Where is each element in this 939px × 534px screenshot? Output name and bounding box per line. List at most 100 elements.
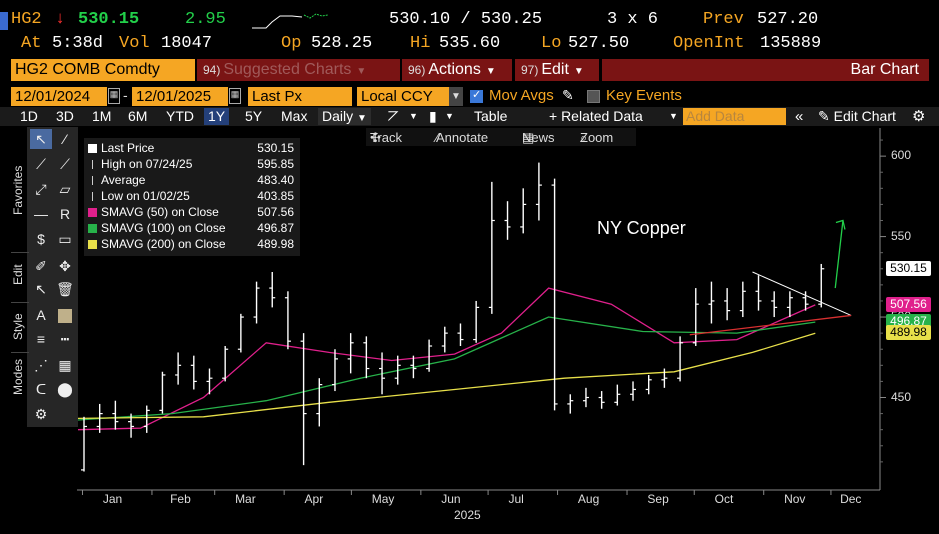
key-events-checkbox[interactable] xyxy=(587,90,600,103)
edit-chart-button[interactable]: ✎ Edit Chart xyxy=(814,108,900,125)
currency-select[interactable]: Local CCY xyxy=(357,87,449,106)
legend-row[interactable]: Low on 01/02/25 403.85 xyxy=(88,189,296,204)
period-1m[interactable]: 1M xyxy=(88,108,116,125)
line-chart-icon[interactable]: ⦢ xyxy=(384,108,403,125)
ohlc-bar xyxy=(222,346,229,382)
chevron-down-icon[interactable]: ▼ xyxy=(441,108,458,125)
period-6m[interactable]: 6M xyxy=(124,108,152,125)
ohlc-bar xyxy=(410,355,417,379)
period-bar: 1D 3D 1M 6M YTD 1Y 5Y Max Daily ▼ ⦢ ▼ ▮ … xyxy=(0,107,939,126)
chevron-down-icon: ▼ xyxy=(573,66,584,77)
collapse-double-chevron-icon[interactable]: « xyxy=(791,108,808,125)
pencil-icon[interactable]: ✎ xyxy=(562,87,574,103)
line-weight-icon[interactable]: ≡ xyxy=(36,331,46,347)
suggested-charts-menu[interactable]: 94) Suggested Charts ▼ xyxy=(197,59,400,81)
ohlc-bar xyxy=(331,349,338,392)
horizontal-line-icon[interactable]: — xyxy=(34,206,48,222)
calendar-icon[interactable]: ▦ xyxy=(229,88,241,104)
y-axis-ticks xyxy=(880,139,886,463)
ohlc-bar xyxy=(818,263,825,308)
move-icon[interactable]: ✥ xyxy=(59,258,71,274)
down-arrow-icon: ↓ xyxy=(55,10,66,29)
magnet-mode-icon[interactable]: ᑕ xyxy=(35,381,47,397)
palette-icon[interactable]: ⬤ xyxy=(57,381,73,397)
bid-ask-size: 3 x 6 xyxy=(607,10,659,29)
period-ytd[interactable]: YTD xyxy=(162,108,198,125)
prev-label: Prev xyxy=(703,10,744,29)
chevron-down-icon[interactable]: ▼ xyxy=(405,108,422,125)
period-5y[interactable]: 5Y xyxy=(241,108,267,125)
start-date-field[interactable]: 12/01/2024 xyxy=(11,87,107,106)
period-3d[interactable]: 3D xyxy=(52,108,78,125)
cursor-icon[interactable]: ↖ xyxy=(30,129,52,149)
ohlc-bar xyxy=(363,336,370,379)
actions-menu[interactable]: 96) Actions ▼ xyxy=(402,59,512,81)
rectangle-tool-icon[interactable]: ▭ xyxy=(58,231,72,247)
legend-row[interactable]: Average 483.40 xyxy=(88,173,296,188)
table-button[interactable]: Table xyxy=(462,108,520,125)
ohlc-bar xyxy=(457,323,464,347)
font-style-icon[interactable]: A xyxy=(36,307,46,323)
legend-swatch xyxy=(88,224,97,233)
mov-avgs-checkbox[interactable]: ✓ xyxy=(470,89,483,103)
ray-tool-icon[interactable]: ⟋ xyxy=(60,156,70,172)
period-1d[interactable]: 1D xyxy=(16,108,42,125)
frequency-select[interactable]: Daily ▼ xyxy=(318,108,371,125)
security-field[interactable]: HG2 COMB Comdty xyxy=(11,59,195,81)
sma200-tag: 489.98 xyxy=(886,325,931,341)
line-tool-icon[interactable]: ⟋ xyxy=(36,156,46,172)
add-data-input[interactable]: Add Data xyxy=(683,108,786,125)
color-swatch-icon[interactable] xyxy=(54,305,76,325)
legend-row[interactable]: Last Price 530.15 xyxy=(88,141,296,156)
end-date-field[interactable]: 12/01/2025 xyxy=(132,87,228,106)
last-price: 530.15 xyxy=(78,10,140,29)
support-trend-line xyxy=(689,314,852,336)
ohlc-bar xyxy=(677,336,684,382)
edit-number: 97) xyxy=(521,63,539,77)
ohlc-bar xyxy=(379,352,386,395)
ticker-color-marker xyxy=(0,12,8,30)
legend-row[interactable]: High on 07/24/25 595.85 xyxy=(88,157,296,172)
x-tick-label: Sep xyxy=(647,492,669,506)
gear-icon[interactable]: ⚙ xyxy=(908,108,930,125)
ohlc-bar xyxy=(661,368,668,388)
legend-row[interactable]: SMAVG (50) on Close 507.56 xyxy=(88,205,296,220)
low-label: Lo xyxy=(541,34,562,53)
line-style-icon[interactable]: ┅ xyxy=(60,331,70,347)
key-events-label[interactable]: Key Events xyxy=(606,87,682,104)
ohlc-bar xyxy=(347,333,354,374)
legend-value: 507.56 xyxy=(257,205,294,219)
price-tag-icon[interactable]: $ xyxy=(37,231,45,247)
channel-tool-icon[interactable]: ▱ xyxy=(59,181,71,197)
pen-tool-icon[interactable]: ✐ xyxy=(35,258,47,274)
chart-legend[interactable]: Last Price 530.15 High on 07/24/25 595.85 Av… xyxy=(84,138,300,256)
trend-tool-icon[interactable]: ⤢ xyxy=(35,181,47,197)
ohlc-bar xyxy=(614,384,621,406)
edit-menu[interactable]: 97) Edit ▼ xyxy=(515,59,599,81)
legend-row[interactable]: SMAVG (200) on Close 489.98 xyxy=(88,237,296,252)
price-field-select[interactable]: Last Px xyxy=(248,87,352,106)
crosshair-mode-icon[interactable]: ⋰ xyxy=(34,357,48,373)
period-1y[interactable]: 1Y xyxy=(204,108,230,125)
sma50-tag: 507.56 xyxy=(886,296,931,312)
x-axis-year-label: 2025 xyxy=(454,508,481,522)
x-tick-label: Jun xyxy=(441,492,461,506)
candle-chart-icon[interactable]: ▮ xyxy=(425,108,441,125)
annotate-pen-icon[interactable]: ⁄ xyxy=(63,131,67,147)
mov-avgs-label[interactable]: Mov Avgs xyxy=(489,87,554,104)
text-tool-icon[interactable]: R xyxy=(59,206,71,222)
calendar-icon[interactable]: ▦ xyxy=(108,88,120,104)
trash-icon[interactable]: 🗑 xyxy=(56,281,74,297)
settings-gear-icon[interactable]: ⚙ xyxy=(34,406,48,422)
chevron-down-icon[interactable]: ▼ xyxy=(665,108,682,125)
frequency-label: Daily xyxy=(322,108,354,124)
legend-value: 483.40 xyxy=(257,173,294,187)
period-max[interactable]: Max xyxy=(277,108,312,125)
legend-row[interactable]: SMAVG (100) on Close 496.87 xyxy=(88,221,296,236)
x-tick-label: May xyxy=(371,492,395,506)
chevron-down-icon[interactable]: ▼ xyxy=(449,87,463,106)
grid-mode-icon[interactable]: ▦ xyxy=(58,357,72,373)
related-data-button[interactable]: + Related Data xyxy=(545,108,647,125)
select-arrow-icon[interactable]: ↖ xyxy=(35,281,47,297)
